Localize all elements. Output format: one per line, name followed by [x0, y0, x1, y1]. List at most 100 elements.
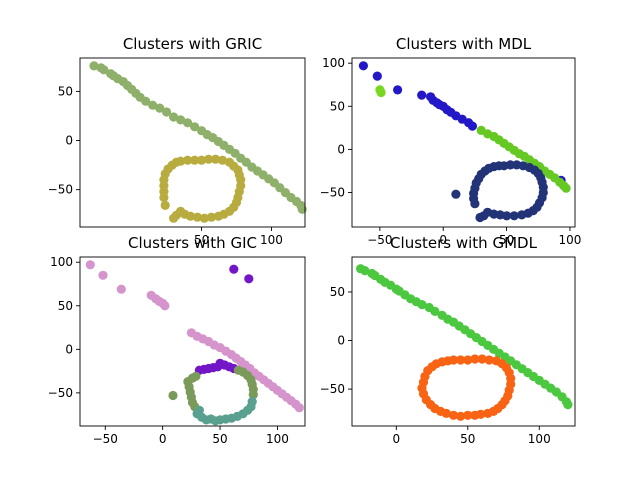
data-point — [475, 212, 485, 223]
chart-title: Clusters with GMDL — [390, 234, 538, 252]
data-point — [244, 274, 254, 284]
axes-frame — [79, 256, 306, 427]
x-tick-label: 50 — [460, 432, 475, 446]
data-point — [183, 155, 193, 165]
data-point — [470, 354, 480, 364]
data-point — [204, 154, 214, 164]
y-tick-label: 0 — [337, 142, 345, 156]
data-point — [484, 355, 494, 365]
x-tick-label: 100 — [260, 233, 283, 247]
x-tick-label: 100 — [266, 432, 289, 446]
data-point — [98, 270, 108, 280]
axes-frame — [351, 256, 576, 427]
data-point — [360, 266, 370, 276]
data-point — [183, 118, 193, 128]
data-point — [213, 211, 223, 221]
data-point — [85, 260, 95, 270]
data-point — [217, 155, 228, 165]
chart-panel-1: 50 100 −50 0 50 Clusters with GRIC — [48, 35, 307, 247]
data-point — [372, 71, 382, 81]
data-point — [141, 96, 151, 106]
data-point — [297, 204, 307, 214]
y-tick-label: −50 — [320, 382, 345, 396]
y-tick-label: 0 — [337, 334, 345, 348]
x-tick-label: −50 — [367, 233, 392, 247]
chart-title: Clusters with MDL — [396, 35, 532, 53]
x-tick-label: 0 — [439, 233, 447, 247]
data-point — [176, 156, 186, 166]
y-tick-label: −50 — [48, 183, 73, 197]
y-tick-label: 0 — [65, 134, 73, 148]
data-point — [499, 161, 509, 171]
data-point — [517, 210, 527, 220]
x-tick-label: 0 — [392, 432, 400, 446]
data-point — [451, 189, 461, 199]
data-point — [116, 284, 126, 294]
data-point — [470, 410, 480, 420]
x-tick-label: 50 — [212, 432, 227, 446]
data-point — [430, 306, 440, 316]
data-point — [393, 85, 403, 95]
data-point — [199, 213, 209, 223]
data-point — [169, 213, 179, 223]
data-point — [448, 410, 459, 420]
data-point — [194, 405, 204, 415]
data-point — [190, 122, 200, 132]
data-point — [168, 390, 178, 401]
chart-title: Clusters with GIC — [128, 234, 257, 252]
data-point — [206, 212, 216, 222]
data-point — [247, 397, 257, 407]
data-point — [294, 403, 304, 413]
data-point — [169, 112, 179, 122]
data-point — [463, 410, 473, 420]
data-point — [467, 121, 477, 131]
data-point — [509, 211, 519, 221]
chart-title: Clusters with GRIC — [123, 35, 262, 53]
y-tick-label: 50 — [330, 285, 345, 299]
data-point — [448, 355, 459, 365]
data-point — [248, 390, 258, 400]
x-tick-label: 50 — [194, 233, 209, 247]
axes-frame — [351, 57, 576, 228]
data-point — [417, 300, 427, 310]
data-point — [160, 301, 170, 311]
chart-panel-4: 0 50 100 −50 0 50 Clusters with GMDL — [320, 234, 576, 446]
data-point — [456, 355, 466, 365]
data-point — [155, 103, 165, 113]
data-point — [162, 107, 172, 117]
data-point — [160, 200, 170, 210]
data-point — [456, 411, 466, 421]
data-point — [190, 155, 200, 165]
data-point — [187, 373, 198, 383]
data-point — [561, 183, 571, 193]
data-point — [148, 100, 158, 110]
x-tick-label: 100 — [558, 233, 581, 247]
data-point — [477, 354, 487, 364]
x-tick-label: −50 — [93, 432, 118, 446]
data-point — [99, 65, 109, 75]
y-tick-label: 0 — [65, 342, 73, 356]
data-point — [563, 400, 573, 410]
y-tick-label: 50 — [330, 99, 345, 113]
data-point — [176, 115, 186, 125]
data-point — [463, 355, 473, 365]
axes-frame — [79, 57, 306, 228]
y-tick-label: 50 — [58, 299, 73, 313]
data-point — [483, 408, 493, 418]
data-point — [211, 154, 221, 164]
chart-panel-2: −50 0 50 100 −50 0 50 100 Clusters with MDL — [320, 35, 582, 247]
data-point — [376, 87, 386, 98]
x-tick-label: 0 — [159, 432, 167, 446]
x-tick-label: 100 — [528, 432, 551, 446]
data-point — [89, 61, 99, 71]
data-point — [192, 212, 202, 222]
data-point — [229, 264, 239, 274]
y-tick-label: −50 — [320, 186, 345, 200]
data-point — [358, 61, 368, 71]
y-tick-label: 100 — [50, 255, 73, 269]
data-point — [197, 155, 207, 165]
y-tick-label: 50 — [58, 84, 73, 98]
